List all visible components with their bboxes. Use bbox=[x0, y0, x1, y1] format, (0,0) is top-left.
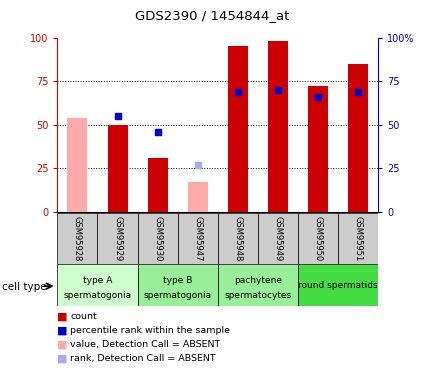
Text: GSM95928: GSM95928 bbox=[73, 216, 82, 261]
Text: percentile rank within the sample: percentile rank within the sample bbox=[70, 326, 230, 335]
Bar bbox=[108, 125, 128, 212]
Bar bbox=[298, 264, 378, 306]
Bar bbox=[228, 46, 248, 212]
Text: GSM95950: GSM95950 bbox=[314, 216, 323, 261]
Text: ■: ■ bbox=[57, 340, 68, 350]
Text: spermatogonia: spermatogonia bbox=[63, 291, 132, 300]
Text: type A: type A bbox=[83, 276, 112, 285]
Bar bbox=[57, 213, 97, 264]
Text: ■: ■ bbox=[57, 326, 68, 336]
Bar bbox=[218, 213, 258, 264]
Bar bbox=[298, 213, 338, 264]
Bar bbox=[178, 213, 218, 264]
Text: spermatocytes: spermatocytes bbox=[224, 291, 292, 300]
Text: spermatogonia: spermatogonia bbox=[144, 291, 212, 300]
Text: rank, Detection Call = ABSENT: rank, Detection Call = ABSENT bbox=[70, 354, 216, 363]
Text: GDS2390 / 1454844_at: GDS2390 / 1454844_at bbox=[135, 9, 290, 22]
Text: ■: ■ bbox=[57, 312, 68, 322]
Point bbox=[114, 113, 121, 119]
Bar bbox=[68, 118, 88, 212]
Point bbox=[194, 162, 201, 168]
Text: type B: type B bbox=[163, 276, 193, 285]
Bar bbox=[138, 264, 218, 306]
Bar bbox=[308, 86, 328, 212]
Bar bbox=[348, 64, 368, 212]
Text: GSM95948: GSM95948 bbox=[233, 216, 242, 261]
Bar bbox=[97, 213, 138, 264]
Point bbox=[154, 129, 161, 135]
Bar bbox=[338, 213, 378, 264]
Bar bbox=[147, 158, 168, 212]
Text: ■: ■ bbox=[57, 354, 68, 363]
Text: value, Detection Call = ABSENT: value, Detection Call = ABSENT bbox=[70, 340, 221, 349]
Text: round spermatids: round spermatids bbox=[298, 280, 378, 290]
Point bbox=[355, 88, 362, 94]
Point bbox=[314, 94, 321, 100]
Bar bbox=[218, 264, 298, 306]
Point bbox=[235, 88, 241, 94]
Text: GSM95949: GSM95949 bbox=[273, 216, 283, 261]
Text: GSM95929: GSM95929 bbox=[113, 216, 122, 261]
Text: count: count bbox=[70, 312, 97, 321]
Text: GSM95930: GSM95930 bbox=[153, 216, 162, 261]
Text: pachytene: pachytene bbox=[234, 276, 282, 285]
Bar bbox=[258, 213, 298, 264]
Text: GSM95951: GSM95951 bbox=[354, 216, 363, 261]
Point bbox=[275, 87, 281, 93]
Text: GSM95947: GSM95947 bbox=[193, 216, 202, 261]
Bar bbox=[57, 264, 138, 306]
Bar bbox=[138, 213, 178, 264]
Bar bbox=[188, 182, 208, 212]
Text: cell type: cell type bbox=[2, 282, 47, 292]
Bar bbox=[268, 41, 288, 212]
